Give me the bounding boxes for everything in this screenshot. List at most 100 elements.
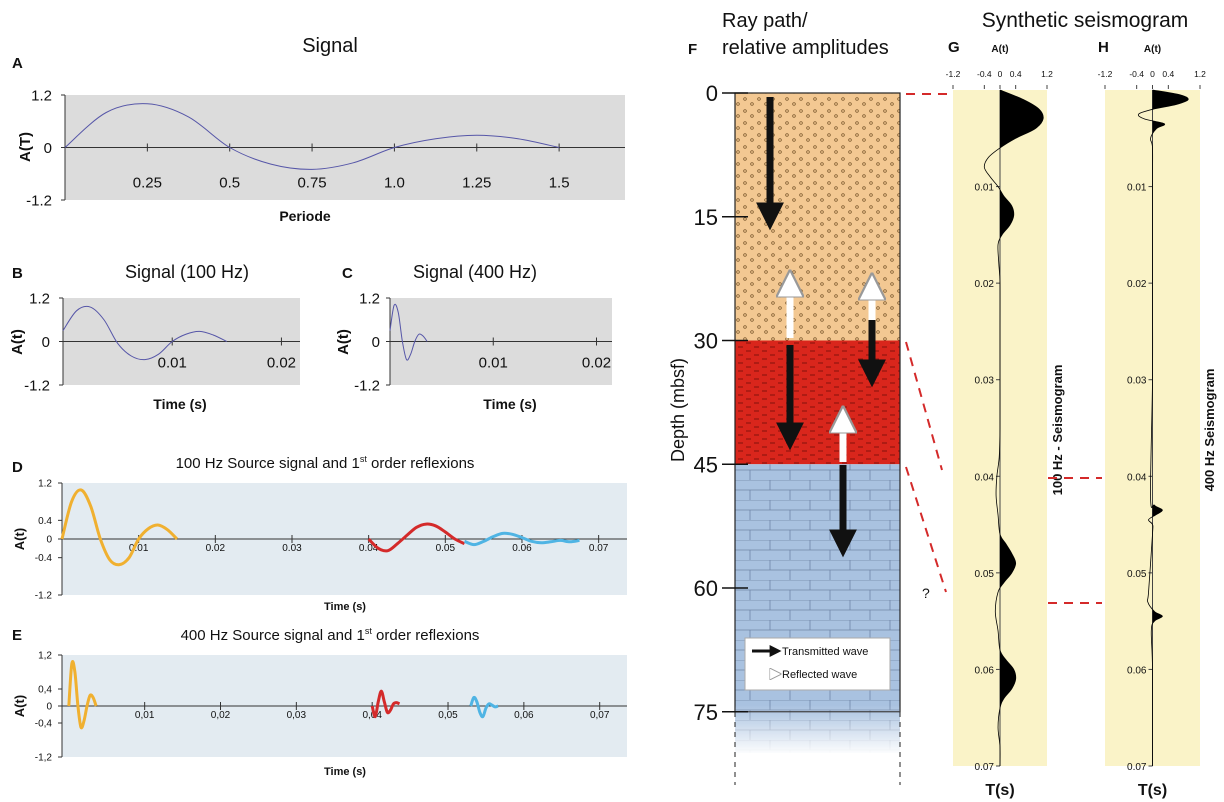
x-tick-label: 0.06	[512, 543, 532, 554]
layer-texture	[735, 464, 900, 753]
title-part: 100 Hz Source signal and 1	[176, 455, 360, 472]
legend-label: Transmitted wave	[782, 646, 868, 658]
title-part: st	[360, 454, 368, 464]
time-tick-label: 0.06	[1127, 665, 1147, 676]
y-tick-label: -1,2	[35, 753, 53, 764]
amplitude-tick-label: 0.4	[1162, 69, 1174, 79]
y-tick-label: 1.2	[29, 290, 50, 307]
panel-letter: B	[12, 265, 23, 282]
x-tick-label: 0.01	[129, 543, 149, 554]
x-tick-label: 0.02	[206, 543, 226, 554]
time-tick-label: 0.07	[975, 762, 995, 773]
amplitude-tick-label: -0.4	[977, 69, 992, 79]
amplitude-tick-label: -1.2	[1098, 69, 1113, 79]
annotation: ?	[922, 585, 930, 601]
x-tick-label: 0,07	[590, 710, 610, 721]
y-tick-label: 0	[44, 140, 52, 157]
y-tick-label: 0.4	[38, 516, 52, 527]
y-axis-label: A(t)	[12, 528, 27, 550]
x-tick-label: 1.25	[462, 175, 491, 192]
y-tick-label: -1.2	[24, 377, 50, 394]
x-tick-label: 0.02	[582, 355, 611, 372]
figure-heading: Synthetic seismogram	[982, 9, 1189, 32]
panel-letter: E	[12, 627, 22, 644]
signal-line	[64, 103, 560, 170]
y-tick-label: 0	[372, 334, 380, 351]
panel-title: Signal (400 Hz)	[413, 262, 537, 282]
signal-line	[389, 303, 428, 361]
y-axis-label: Depth (mbsf)	[668, 358, 688, 462]
x-tick-label: 1.5	[549, 175, 570, 192]
x-tick-label: 0,05	[438, 710, 458, 721]
overlay	[734, 93, 1102, 785]
panel-title: Signal (100 Hz)	[125, 262, 249, 282]
legend-label: Reflected wave	[782, 669, 857, 681]
time-tick-label: 0.02	[1127, 279, 1147, 290]
x-tick-label: 0,03	[287, 710, 307, 721]
y-tick-label: 1.2	[38, 479, 52, 490]
y-tick-label: -1.2	[26, 192, 52, 209]
signal-line	[469, 695, 499, 719]
y-axis-label: A(T)	[17, 132, 34, 162]
time-tick-label: 0.05	[975, 569, 995, 580]
y-tick-label: 1.2	[31, 87, 52, 104]
x-tick-label: 0,04	[362, 710, 382, 721]
depth-tick-label: 60	[694, 576, 718, 601]
signal-line	[67, 659, 98, 730]
trace	[983, 89, 1044, 767]
y-tick-label: 1.2	[359, 290, 380, 307]
y-axis-label: A(t)	[12, 695, 27, 717]
signal-line	[367, 522, 466, 553]
ray-arrows	[756, 97, 886, 558]
time-tick-label: 0.01	[1127, 183, 1147, 194]
x-tick-label: 0,06	[514, 710, 534, 721]
title-part: order reflexions	[372, 627, 480, 644]
y-axis-label: A(t)	[1144, 44, 1161, 55]
x-axis-label: Periode	[279, 208, 331, 224]
signal-line	[60, 488, 179, 567]
title-part: 400 Hz Source signal and 1	[181, 627, 365, 644]
panel-title: relative amplitudes	[722, 37, 889, 59]
correlation-line	[905, 466, 947, 593]
amplitude-tick-label: 1.2	[1194, 69, 1206, 79]
y-tick-label: 0	[42, 334, 50, 351]
time-tick-label: 0.04	[1127, 472, 1147, 483]
panel-letter: F	[688, 41, 697, 58]
fade	[735, 705, 900, 755]
time-tick-label: 0.07	[1127, 762, 1147, 773]
time-tick-label: 0.04	[975, 472, 995, 483]
x-tick-label: 0.07	[589, 543, 609, 554]
x-axis-label: Time (s)	[324, 601, 366, 613]
x-tick-label: 0.03	[282, 543, 302, 554]
depth-tick-label: 30	[694, 329, 718, 354]
time-tick-label: 0.01	[975, 183, 995, 194]
signal-line	[463, 531, 580, 547]
title-part: st	[365, 626, 373, 636]
amplitude-tick-label: 0	[1150, 69, 1155, 79]
panel-title: 100 Hz Source signal and 1st order refle…	[176, 454, 475, 472]
x-tick-label: 0.75	[297, 175, 326, 192]
x-tick-label: 0.01	[479, 355, 508, 372]
title-part: order reflexions	[367, 455, 475, 472]
y-tick-label: 0,4	[38, 685, 52, 696]
x-axis-label: Time (s)	[153, 396, 206, 412]
x-tick-label: 0.01	[158, 355, 187, 372]
amplitude-tick-label: 1.2	[1041, 69, 1053, 79]
side-label: 400 Hz Seismogram	[1202, 369, 1217, 492]
y-tick-label: -0,4	[35, 719, 53, 730]
y-axis-label: A(t)	[9, 329, 26, 355]
amplitude-tick-label: -1.2	[946, 69, 961, 79]
time-tick-label: 0.06	[975, 665, 995, 676]
y-axis-label: A(t)	[991, 44, 1008, 55]
trace	[1137, 89, 1189, 767]
signal-line	[370, 689, 401, 719]
depth-tick-label: 15	[694, 205, 718, 230]
x-tick-label: 0.05	[436, 543, 456, 554]
amplitude-tick-label: 0.4	[1010, 69, 1022, 79]
depth-tick-label: 45	[694, 452, 718, 477]
panel-letter: D	[12, 459, 23, 476]
x-tick-label: 0,02	[211, 710, 231, 721]
y-axis-label: A(t)	[335, 329, 352, 355]
